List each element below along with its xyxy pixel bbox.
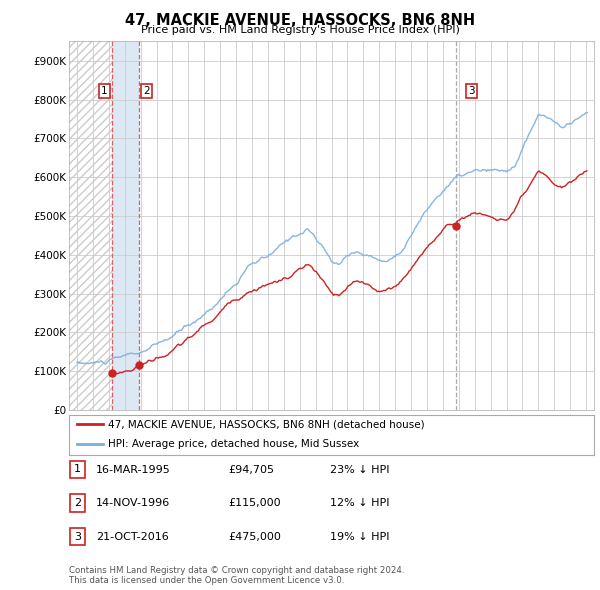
Text: 21-OCT-2016: 21-OCT-2016 [96, 532, 169, 542]
Text: 23% ↓ HPI: 23% ↓ HPI [330, 465, 389, 474]
Text: 47, MACKIE AVENUE, HASSOCKS, BN6 8NH: 47, MACKIE AVENUE, HASSOCKS, BN6 8NH [125, 13, 475, 28]
Text: HPI: Average price, detached house, Mid Sussex: HPI: Average price, detached house, Mid … [109, 439, 359, 449]
Text: 3: 3 [468, 86, 475, 96]
Bar [112, 41, 139, 410]
Text: 47, MACKIE AVENUE, HASSOCKS, BN6 8NH (detached house): 47, MACKIE AVENUE, HASSOCKS, BN6 8NH (de… [109, 419, 425, 429]
Text: This data is licensed under the Open Government Licence v3.0.: This data is licensed under the Open Gov… [69, 576, 344, 585]
Text: £475,000: £475,000 [228, 532, 281, 542]
Text: 14-NOV-1996: 14-NOV-1996 [96, 499, 170, 508]
Text: 12% ↓ HPI: 12% ↓ HPI [330, 499, 389, 508]
Text: 2: 2 [74, 498, 81, 508]
Text: Price paid vs. HM Land Registry's House Price Index (HPI): Price paid vs. HM Land Registry's House … [140, 25, 460, 35]
Text: Contains HM Land Registry data © Crown copyright and database right 2024.: Contains HM Land Registry data © Crown c… [69, 566, 404, 575]
Text: 1: 1 [101, 86, 107, 96]
Text: 19% ↓ HPI: 19% ↓ HPI [330, 532, 389, 542]
Bar [69, 41, 112, 410]
Text: £115,000: £115,000 [228, 499, 281, 508]
Text: 16-MAR-1995: 16-MAR-1995 [96, 465, 171, 474]
Text: £94,705: £94,705 [228, 465, 274, 474]
Text: 2: 2 [143, 86, 150, 96]
Text: 1: 1 [74, 464, 81, 474]
Text: 3: 3 [74, 532, 81, 542]
